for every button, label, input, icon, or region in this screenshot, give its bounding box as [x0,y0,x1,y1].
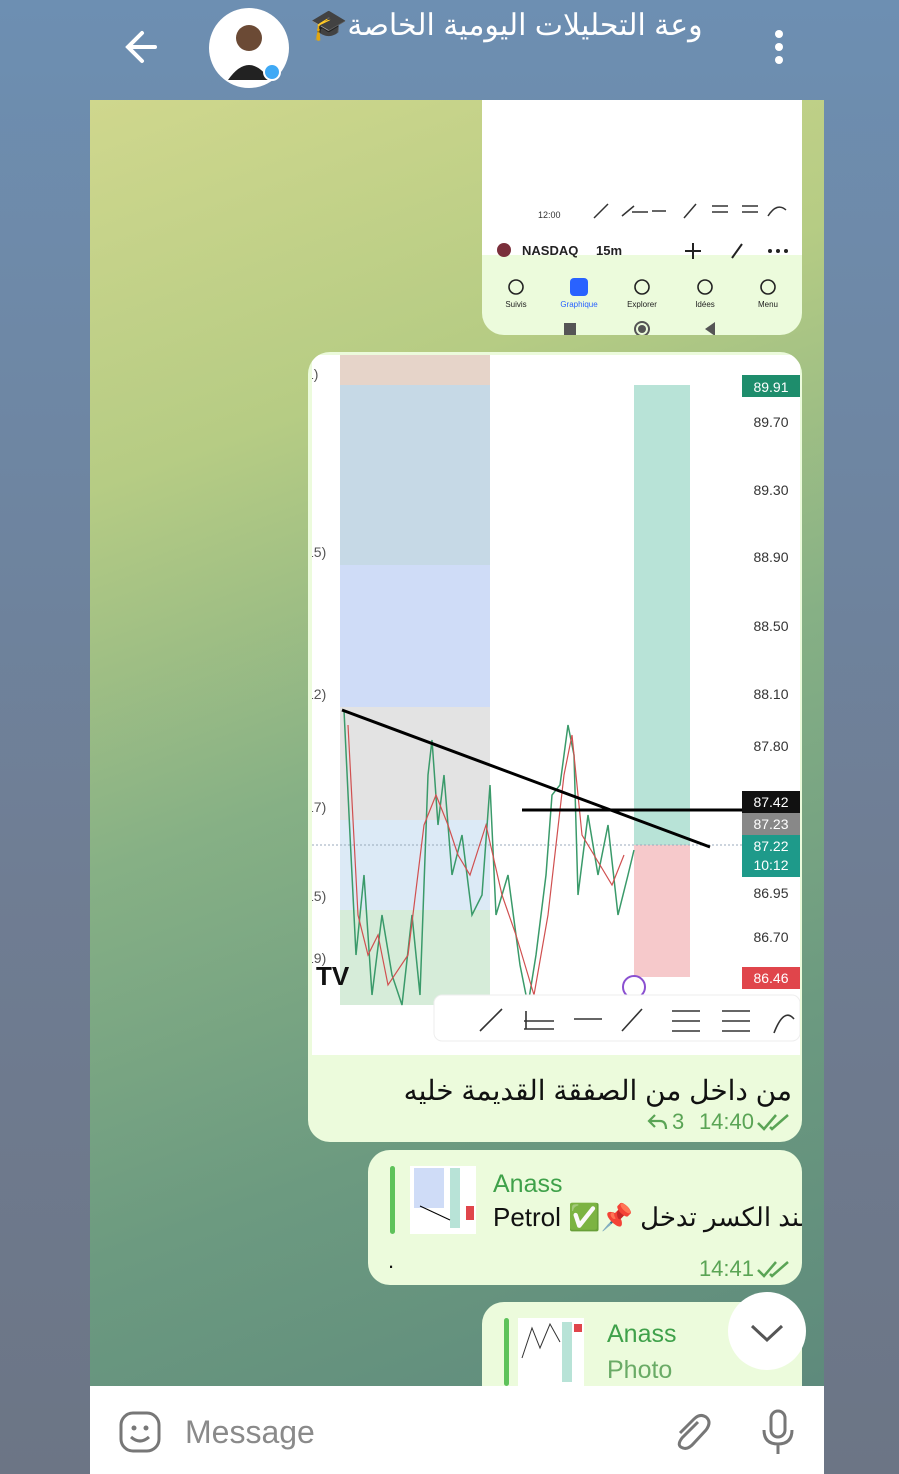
axis-label: 1) [312,366,318,382]
reply-text: Petrol ✅📌 عند الكسر تدخل [493,1202,802,1232]
reply-text: Photo [607,1356,673,1384]
reply-bar [390,1166,395,1234]
image-text: 15m [596,243,623,258]
message[interactable]: Anass Petrol ✅📌 عند الكسر تدخل . 14:41 [368,1150,802,1285]
price-label: 10:12 [753,857,788,873]
nav-icon[interactable] [695,277,715,297]
image-text: 12:00 [538,210,561,220]
caption: . [388,1248,395,1273]
axis-label: 19) [312,950,326,966]
nav-label[interactable]: Idées [695,300,715,309]
reply-icon[interactable] [646,1111,668,1133]
image[interactable]: 12:00 NASDAQ 15m Suivis Graphique Explorer… [482,100,802,309]
price-label: 87.80 [753,738,788,754]
avatar[interactable] [208,8,292,92]
read-check [757,1261,789,1278]
price-label: 87.23 [753,816,788,832]
reply-thumbnail [410,1166,476,1234]
price-label: 88.10 [753,686,788,702]
read-check [757,1114,789,1131]
symbol-logo [497,243,511,257]
nav-label[interactable]: Explorer [627,300,657,309]
price-label: 86.70 [753,929,788,945]
toolbar [593,203,787,219]
axis-label: 15) [312,544,326,560]
image[interactable]: TV 89.91 89.70 89.30 88.90 88.50 88.10 87.80 87… [312,355,800,1055]
menu-button[interactable] [769,30,789,66]
price-label: 86.95 [753,885,788,901]
mic-button[interactable] [758,1408,798,1458]
reply-author: Anass [493,1170,563,1198]
toolbar [685,243,788,259]
reply-bar [504,1318,509,1386]
axis-label: 17) [312,799,326,815]
reply-thumbnail [518,1318,584,1386]
nav-label[interactable]: Menu [757,300,778,309]
price-label: 86.46 [753,970,788,986]
nav-label[interactable]: Suivis [505,300,527,309]
price-label: 87.22 [753,838,788,854]
nav-label[interactable]: Graphique [560,300,598,309]
attach-button[interactable] [668,1410,712,1454]
nav-icon[interactable] [506,277,526,297]
scroll-down-button[interactable] [726,1290,810,1374]
price-label: 89.30 [753,482,788,498]
logo: TV [316,961,350,991]
price-label: 89.91 [753,379,788,395]
nav-icon[interactable] [569,277,589,297]
image-text: NASDAQ [522,243,579,258]
nav-icon[interactable] [632,277,652,297]
input-bar: Message [90,1386,824,1474]
price-label: 89.70 [753,414,788,430]
emoji-button[interactable] [118,1410,162,1454]
price-label: 87.42 [753,794,788,810]
timestamp: 14:41 [698,1256,754,1281]
reply-author: Anass [607,1320,677,1348]
timestamp: 14:40 [698,1109,754,1134]
axis-label: 15) [312,888,326,904]
axis-label: 12) [312,686,326,702]
reply-count[interactable]: 3 [672,1109,685,1134]
chat-area: 12:00 NASDAQ 15m Suivis Graphique Explorer… [90,100,824,1386]
chat-title: وعة التحليلات اليومية الخاصة🎓 [310,9,703,42]
price-label: 88.90 [753,549,788,565]
caption: من داخل من الصفقة القديمة خليه [403,1075,792,1106]
message-input[interactable]: Message [185,1414,315,1450]
system-nav [564,321,715,335]
message[interactable]: 12:00 NASDAQ 15m Suivis Graphique Explorer… [482,100,802,335]
back-button[interactable] [110,15,170,80]
price-label: 88.50 [753,618,788,634]
message[interactable]: TV 89.91 89.70 89.30 88.90 88.50 88.10 87.80 87… [308,352,802,1142]
nav-icon[interactable] [758,277,778,297]
